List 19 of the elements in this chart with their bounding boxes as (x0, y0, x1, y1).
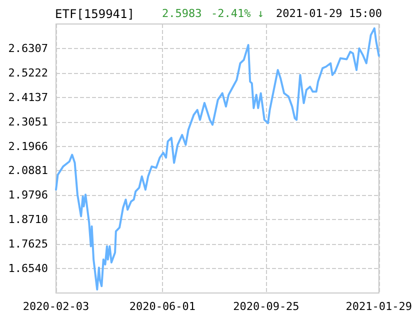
x-tick-label: 2020-02-03 (22, 300, 90, 313)
text: 2.5983 (162, 7, 202, 20)
y-tick-label: 2.4137 (8, 90, 48, 104)
chart-title: ETF[159941] (55, 7, 134, 21)
y-tick-label: 2.1966 (8, 140, 48, 153)
x-tick-label: 2020-09-25 (233, 300, 300, 313)
y-tick-label: 2.0881 (8, 164, 48, 178)
y-tick-label: 1.9796 (8, 188, 48, 202)
y-tick-label: 2.6307 (8, 42, 48, 55)
y-tick-label: 2.3051 (8, 115, 48, 128)
y-tick-label: 1.6540 (8, 262, 48, 276)
y-tick-label: 1.8710 (8, 213, 48, 226)
x-tick-label: 2021-01-29 (346, 300, 412, 313)
line-series (55, 27, 380, 291)
text: 2021-01-29 15:00 (276, 7, 382, 20)
x-tick-label: 2020-06-01 (129, 300, 196, 313)
text: -2.41% ↓ (211, 7, 264, 20)
y-tick-label: 2.5222 (8, 66, 48, 80)
y-tick-label: 1.7625 (8, 238, 48, 251)
